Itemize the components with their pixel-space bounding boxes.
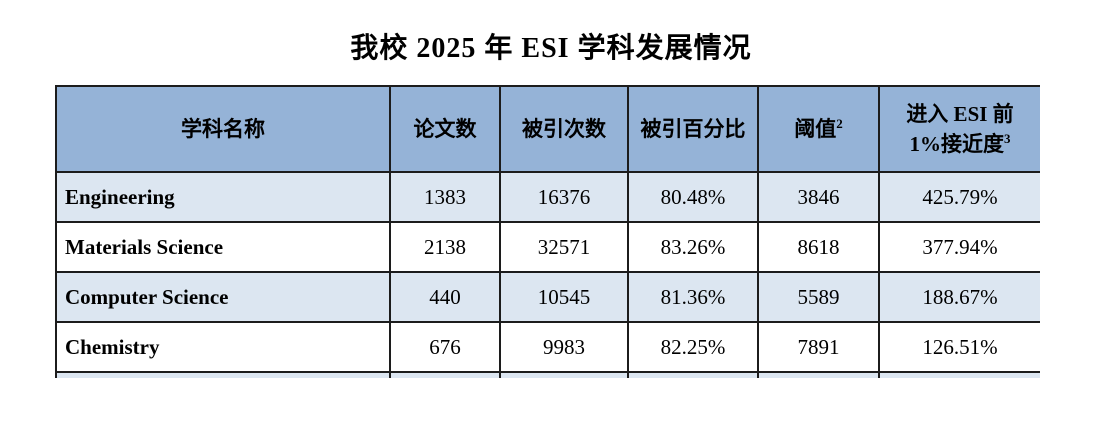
proximity-value: 425.79% <box>878 171 1040 223</box>
col-header-label-line2: 1%接近度 <box>909 132 1005 156</box>
papers-value: 2138 <box>389 221 501 273</box>
footnote-ref-2: 2 <box>836 115 843 131</box>
empty-cell <box>878 371 1040 378</box>
col-header-label: 阈值 <box>794 116 837 141</box>
col-header-label: 被引次数 <box>522 116 606 141</box>
col-header-cited-percentage: 被引百分比 <box>627 85 759 173</box>
cited-pct-value: 80.48% <box>627 171 759 223</box>
discipline-name: Materials Science <box>55 221 391 273</box>
table-row-engineering: Engineering 1383 16376 80.48% 3846 425.7… <box>55 171 1040 223</box>
citations-value: 16376 <box>499 171 629 223</box>
cited-pct-value: 83.26% <box>627 221 759 273</box>
empty-cell <box>499 371 629 378</box>
citations-value: 32571 <box>499 221 629 273</box>
table-row-chemistry: Chemistry 676 9983 82.25% 7891 126.51% <box>55 321 1040 373</box>
papers-value: 676 <box>389 321 501 373</box>
empty-cell <box>55 371 391 378</box>
table-header-row: 学科名称 论文数 被引次数 被引百分比 阈值2 进入 ESI 前 1%接近度3 <box>55 85 1040 173</box>
cited-pct-value: 81.36% <box>627 271 759 323</box>
citations-value: 9983 <box>499 321 629 373</box>
papers-value: 440 <box>389 271 501 323</box>
table-row-materials-science: Materials Science 2138 32571 83.26% 8618… <box>55 221 1040 273</box>
empty-cell <box>627 371 759 378</box>
col-header-esi-top1-proximity: 进入 ESI 前 1%接近度3 <box>878 85 1040 173</box>
discipline-name: Engineering <box>55 171 391 223</box>
empty-cell <box>389 371 501 378</box>
footnote-ref-3: 3 <box>1004 131 1011 146</box>
esi-table: 学科名称 论文数 被引次数 被引百分比 阈值2 进入 ESI 前 1%接近度3 <box>55 85 1040 378</box>
col-header-label: 论文数 <box>413 116 477 141</box>
table-row-computer-science: Computer Science 440 10545 81.36% 5589 1… <box>55 271 1040 323</box>
col-header-paper-count: 论文数 <box>389 85 501 173</box>
papers-value: 1383 <box>389 171 501 223</box>
col-header-subject-name: 学科名称 <box>55 85 391 173</box>
col-header-label-line1: 进入 ESI 前 <box>906 101 1014 126</box>
col-header-citation-count: 被引次数 <box>499 85 629 173</box>
esi-table-container: 学科名称 论文数 被引次数 被引百分比 阈值2 进入 ESI 前 1%接近度3 <box>55 85 1040 378</box>
discipline-name: Chemistry <box>55 321 391 373</box>
col-header-threshold: 阈值2 <box>757 85 880 173</box>
table-row-partial-clipped <box>55 371 1040 378</box>
proximity-value: 377.94% <box>878 221 1040 273</box>
proximity-value: 126.51% <box>878 321 1040 373</box>
empty-cell <box>757 371 880 378</box>
page-title: 我校 2025 年 ESI 学科发展情况 <box>350 33 752 64</box>
discipline-name: Computer Science <box>55 271 391 323</box>
threshold-value: 8618 <box>757 221 880 273</box>
proximity-value: 188.67% <box>878 271 1040 323</box>
threshold-value: 5589 <box>757 271 880 323</box>
col-header-label: 学科名称 <box>181 116 265 141</box>
threshold-value: 7891 <box>757 321 880 373</box>
cited-pct-value: 82.25% <box>627 321 759 373</box>
threshold-value: 3846 <box>757 171 880 223</box>
col-header-label: 被引百分比 <box>640 116 746 141</box>
citations-value: 10545 <box>499 271 629 323</box>
